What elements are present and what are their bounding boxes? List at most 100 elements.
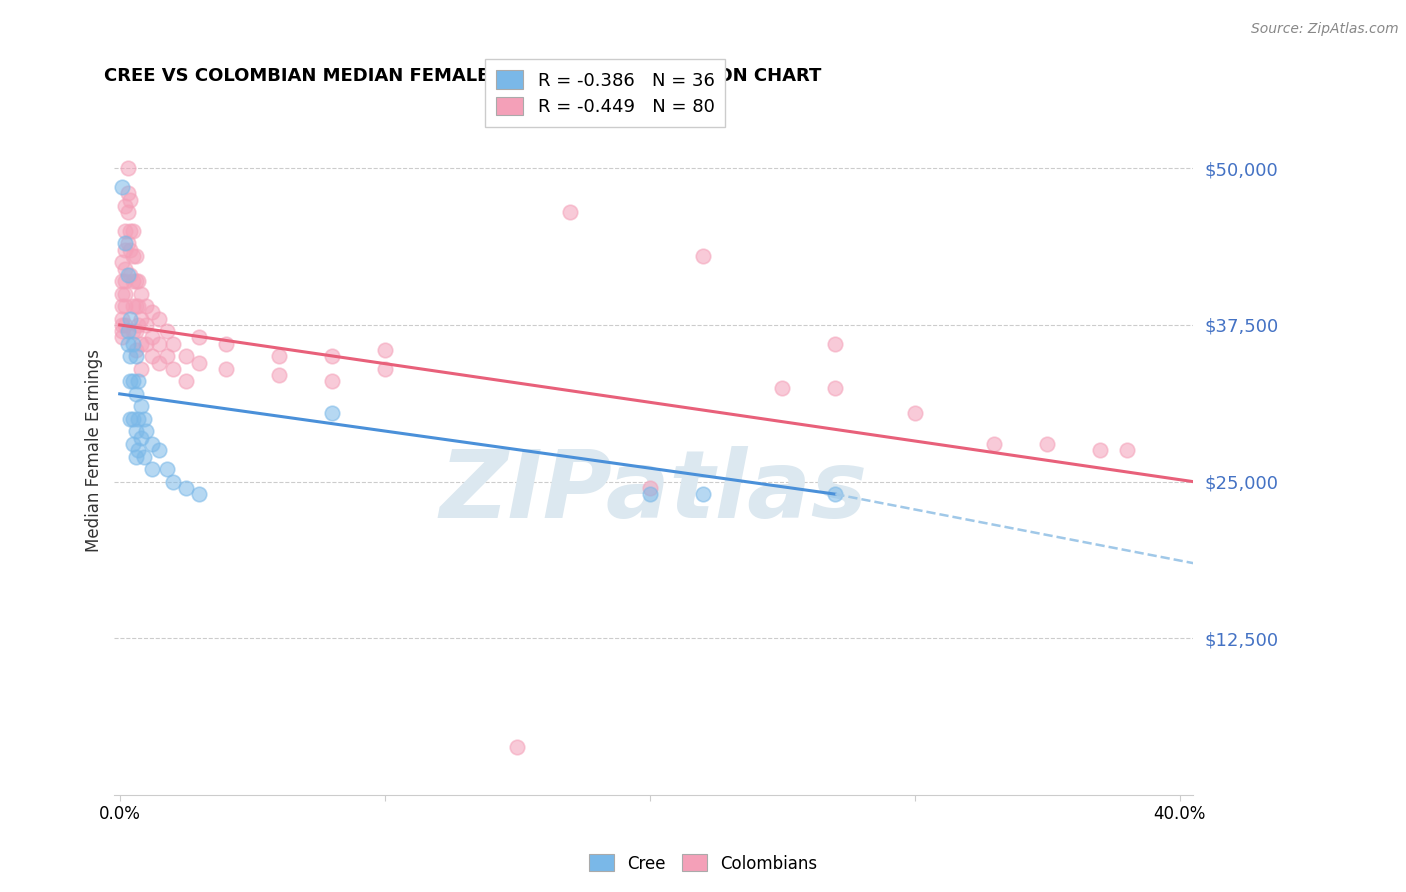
Point (114, 199, 136, 213)
Point (141, 437, 163, 451)
Point (114, 236, 136, 251)
Point (111, 286, 134, 301)
Point (135, 336, 157, 351)
Point (638, 487, 661, 501)
Point (117, 336, 139, 351)
Point (824, 487, 846, 501)
Point (162, 475, 184, 489)
Point (124, 274, 146, 288)
Point (122, 336, 145, 351)
Point (120, 224, 142, 238)
Point (162, 336, 184, 351)
Point (135, 318, 157, 332)
Point (904, 406, 927, 420)
Point (127, 375, 149, 389)
Text: ZIPatlas: ZIPatlas (440, 446, 868, 538)
Point (215, 336, 238, 351)
Point (120, 268, 142, 282)
Point (117, 186, 139, 201)
Point (983, 437, 1005, 451)
Point (129, 336, 152, 351)
Point (127, 412, 149, 426)
Point (124, 425, 146, 439)
Point (120, 243, 142, 257)
Point (124, 387, 146, 401)
Point (111, 324, 134, 338)
Point (122, 299, 145, 313)
Point (111, 274, 134, 288)
Point (117, 161, 139, 176)
Point (824, 381, 846, 395)
Point (120, 375, 142, 389)
Point (321, 406, 343, 420)
Point (174, 375, 197, 389)
Point (162, 361, 184, 376)
Legend: R = -0.386   N = 36, R = -0.449   N = 80: R = -0.386 N = 36, R = -0.449 N = 80 (485, 60, 725, 127)
Point (156, 349, 179, 363)
Point (156, 324, 179, 338)
Point (114, 286, 136, 301)
Point (132, 450, 155, 464)
Point (321, 375, 343, 389)
Point (114, 299, 136, 313)
Point (506, 740, 529, 755)
Point (374, 361, 396, 376)
Point (111, 318, 134, 332)
Point (120, 349, 142, 363)
Point (129, 286, 152, 301)
Point (321, 349, 343, 363)
Point (1115, 443, 1137, 458)
Point (692, 249, 714, 263)
Point (824, 336, 846, 351)
Point (156, 462, 179, 476)
Point (124, 324, 146, 338)
Point (560, 205, 582, 219)
Point (135, 299, 157, 313)
Point (114, 274, 136, 288)
Point (111, 330, 134, 344)
Point (111, 255, 134, 269)
Point (117, 236, 139, 251)
Point (124, 343, 146, 357)
Point (124, 349, 146, 363)
Point (1090, 443, 1112, 458)
Point (124, 299, 146, 313)
Point (117, 324, 139, 338)
Point (129, 361, 152, 376)
Point (148, 443, 170, 458)
Point (770, 381, 793, 395)
Point (174, 349, 197, 363)
Point (111, 311, 134, 326)
Point (692, 487, 714, 501)
Point (267, 368, 290, 382)
Point (267, 349, 290, 363)
Point (148, 311, 170, 326)
Text: CREE VS COLOMBIAN MEDIAN FEMALE EARNINGS CORRELATION CHART: CREE VS COLOMBIAN MEDIAN FEMALE EARNINGS… (104, 67, 821, 85)
Point (124, 249, 146, 263)
Point (124, 450, 146, 464)
Point (129, 311, 152, 326)
Point (188, 330, 211, 344)
Point (1036, 437, 1059, 451)
Point (141, 305, 163, 319)
Point (141, 349, 163, 363)
Point (114, 318, 136, 332)
Point (174, 481, 197, 495)
Y-axis label: Median Female Earnings: Median Female Earnings (86, 349, 103, 552)
Legend: Cree, Colombians: Cree, Colombians (582, 847, 824, 880)
Point (122, 375, 145, 389)
Text: Source: ZipAtlas.com: Source: ZipAtlas.com (1251, 22, 1399, 37)
Point (122, 224, 145, 238)
Point (122, 274, 145, 288)
Point (129, 400, 152, 414)
Point (188, 487, 211, 501)
Point (122, 412, 145, 426)
Point (114, 224, 136, 238)
Point (127, 299, 149, 313)
Point (188, 355, 211, 369)
Point (135, 425, 157, 439)
Point (127, 274, 149, 288)
Point (117, 205, 139, 219)
Point (117, 268, 139, 282)
Point (122, 324, 145, 338)
